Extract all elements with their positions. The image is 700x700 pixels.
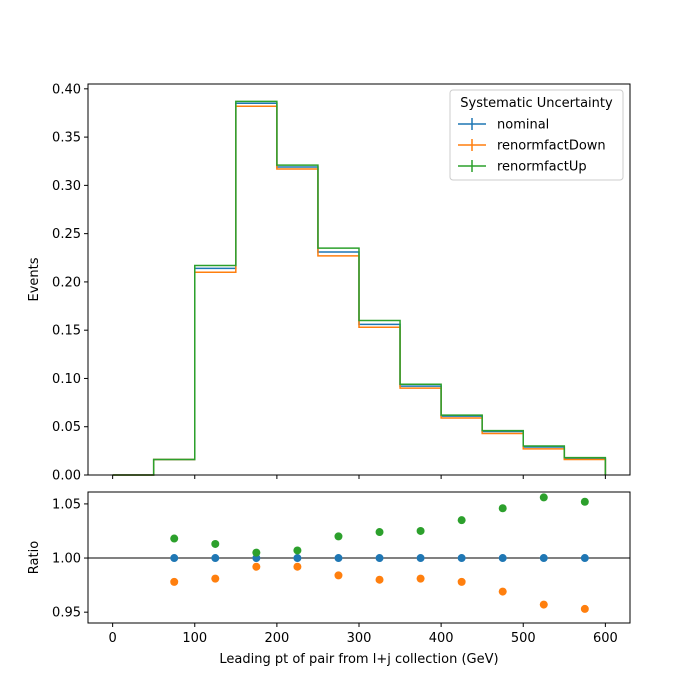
legend-box (449, 89, 624, 181)
ratio-point-renormfactUp (375, 528, 384, 537)
ratio-point-nominal (334, 554, 343, 563)
ratio-point-renormfactUp (539, 493, 548, 502)
ratio-point-renormfactDown (580, 604, 589, 613)
ratio-panel: 0.95 1.00 1.05 0 100 200 300 400 500 600 Ratio L… (27, 491, 631, 667)
ratio-y-axis-label: Ratio (27, 541, 42, 574)
main-series-group (112, 100, 607, 476)
legend-label-renormfactUp: renormfactUp (497, 160, 587, 175)
main-y-axis-label: Events (27, 257, 42, 301)
x-tick-label: 200 (264, 631, 289, 646)
ratio-point-nominal (375, 554, 384, 563)
legend-title: Systematic Uncertainty (460, 96, 613, 111)
main-y-tick-label: 0.10 (52, 372, 81, 387)
ratio-point-renormfactDown (293, 562, 302, 571)
ratio-point-renormfactDown (252, 562, 261, 571)
ratio-point-renormfactDown (334, 571, 343, 580)
ratio-y-tick-label: 1.00 (52, 552, 81, 567)
legend-label-renormfactDown: renormfactDown (497, 139, 606, 154)
ratio-y-tick-label: 0.95 (52, 606, 81, 621)
main-y-tick-label: 0.15 (52, 324, 81, 339)
ratio-point-renormfactUp (293, 546, 302, 555)
ratio-y-ticks: 0.95 1.00 1.05 (52, 497, 88, 621)
ratio-point-renormfactUp (457, 516, 466, 525)
ratio-point-renormfactDown (416, 574, 425, 583)
main-y-tick-label: 0.35 (52, 131, 81, 146)
x-tick-label: 600 (593, 631, 618, 646)
main-y-tick-label: 0.00 (52, 469, 81, 484)
histogram-series-renormfactUp (112, 100, 607, 476)
ratio-point-nominal (293, 554, 302, 563)
x-tick-label: 0 (108, 631, 116, 646)
x-axis-label: Leading pt of pair from l+j collection (… (219, 652, 498, 667)
legend-label-nominal: nominal (497, 118, 549, 133)
main-y-tick-label: 0.20 (52, 275, 81, 290)
ratio-point-nominal (457, 554, 466, 563)
ratio-point-nominal (416, 554, 425, 563)
ratio-point-renormfactUp (252, 548, 261, 557)
main-x-ticks (112, 475, 606, 479)
main-y-tick-label: 0.40 (52, 82, 81, 97)
ratio-point-renormfactUp (498, 504, 507, 513)
ratio-point-renormfactDown (375, 575, 384, 584)
ratio-point-renormfactDown (170, 577, 179, 586)
ratio-point-renormfactUp (416, 526, 425, 535)
ratio-point-renormfactUp (580, 497, 589, 506)
ratio-point-renormfactUp (334, 532, 343, 541)
x-tick-label: 500 (511, 631, 536, 646)
main-y-tick-label: 0.05 (52, 420, 81, 435)
ratio-point-nominal (211, 554, 220, 563)
ratio-x-ticks: 0 100 200 300 400 500 600 (108, 623, 618, 646)
x-tick-label: 400 (429, 631, 454, 646)
ratio-point-nominal (498, 554, 507, 563)
main-y-tick-label: 0.30 (52, 179, 81, 194)
ratio-point-renormfactDown (211, 574, 220, 583)
ratio-point-renormfactUp (170, 534, 179, 543)
x-tick-label: 100 (182, 631, 207, 646)
ratio-point-renormfactDown (539, 600, 548, 609)
main-y-ticks: 0.00 0.05 0.10 0.15 0.20 0.25 0.30 0.35 0.40 (52, 82, 88, 484)
ratio-point-renormfactDown (457, 577, 466, 586)
ratio-point-renormfactUp (211, 539, 220, 548)
ratio-point-nominal (580, 554, 589, 563)
ratio-points-group (170, 493, 589, 613)
ratio-point-renormfactDown (498, 587, 507, 596)
ratio-point-nominal (170, 554, 179, 563)
main-histogram-panel: 0.00 0.05 0.10 0.15 0.20 0.25 0.30 0.35 0.40 Eve… (27, 82, 631, 484)
main-y-tick-label: 0.25 (52, 227, 81, 242)
ratio-y-tick-label: 1.05 (52, 497, 81, 512)
x-tick-label: 300 (347, 631, 372, 646)
legend-entries: nominal renormfactDown renormfactUp (458, 118, 606, 175)
ratio-point-nominal (539, 554, 548, 563)
legend: Systematic Uncertainty nominal renormfact… (449, 89, 624, 181)
